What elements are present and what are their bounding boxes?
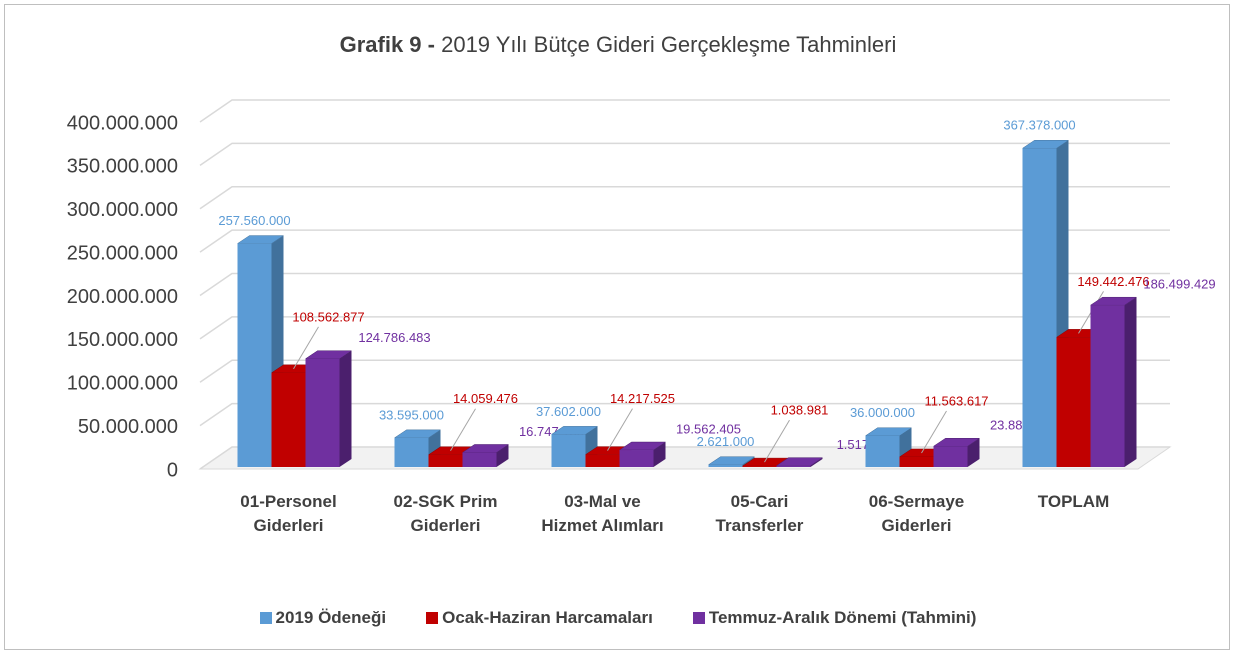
bar <box>394 437 429 467</box>
bar <box>776 465 811 467</box>
data-label: 149.442.476 <box>1077 274 1149 289</box>
x-tick-label: 01-Personel Giderleri <box>240 492 337 535</box>
bar-side <box>496 444 509 467</box>
x-tick-label: 02-SGK Prim Giderleri <box>393 492 498 535</box>
bar-side <box>339 350 352 467</box>
data-label: 14.059.476 <box>453 391 518 406</box>
leader-line <box>293 326 319 370</box>
y-tick-label: 100.000.000 <box>67 373 178 395</box>
data-label: 1.038.981 <box>771 403 829 418</box>
leader-line <box>607 408 633 451</box>
data-label: 2.621.000 <box>697 434 755 449</box>
x-tick-label: 03-Mal ve Hizmet Alımları <box>541 492 664 535</box>
data-label: 36.000.000 <box>850 405 915 420</box>
leader-line <box>921 410 947 454</box>
bar-side <box>967 438 980 467</box>
bar <box>742 466 777 467</box>
leader-line <box>450 408 476 452</box>
grid-line <box>199 142 1170 166</box>
bar <box>305 358 340 467</box>
grid-line <box>199 402 1170 427</box>
bar-side <box>1124 297 1137 467</box>
grid-line <box>199 99 1170 123</box>
legend-swatch <box>426 612 439 624</box>
data-label: 19.562.405 <box>676 421 741 436</box>
leader-line <box>764 419 790 463</box>
x-tick-label: TOPLAM <box>1037 492 1110 511</box>
y-tick-label: 0 <box>167 459 178 481</box>
legend-label: Temmuz-Aralık Dönemi (Tahmini) <box>708 608 977 627</box>
title-text: 2019 Yılı Bütçe Gideri Gerçekleşme Tahmi… <box>441 32 897 57</box>
y-tick-label: 150.000.000 <box>67 329 178 351</box>
bar <box>428 454 463 467</box>
data-label: 124.786.483 <box>358 330 430 345</box>
y-tick-label: 350.000.000 <box>67 156 178 178</box>
bar <box>708 464 743 467</box>
x-tick-label: 06-Sermaye Giderleri <box>868 492 965 535</box>
chart-frame <box>4 4 1230 650</box>
grid-line <box>199 316 1170 340</box>
bar <box>551 434 586 467</box>
legend-swatch <box>259 612 272 624</box>
bar <box>237 243 272 467</box>
data-label: 186.499.429 <box>1143 277 1215 292</box>
bar <box>462 452 497 467</box>
data-label: 33.595.000 <box>379 407 444 422</box>
data-label: 11.563.617 <box>924 393 988 408</box>
legend-label: 2019 Ödeneği <box>275 608 387 627</box>
bar <box>619 450 654 467</box>
legend-item: Ocak-Haziran Harcamaları <box>426 608 653 628</box>
legend-label: Ocak-Haziran Harcamaları <box>442 608 653 627</box>
data-label: 367.378.000 <box>1003 118 1075 133</box>
data-label: 37.602.000 <box>536 404 601 419</box>
y-tick-label: 200.000.000 <box>67 286 178 308</box>
bar <box>1090 305 1125 467</box>
legend-item: 2019 Ödeneği <box>259 608 387 628</box>
bar <box>933 446 968 467</box>
x-tick-label: 05-Cari Transferler <box>715 492 804 535</box>
grid-line <box>199 186 1170 210</box>
grid-line <box>199 229 1170 253</box>
chart-title: Grafik 9 - 2019 Yılı Bütçe Gideri Gerçek… <box>0 32 1236 58</box>
bar <box>1022 148 1057 467</box>
grid-line <box>199 446 1170 470</box>
data-label: 14.217.525 <box>610 391 675 406</box>
y-tick-label: 50.000.000 <box>78 416 178 438</box>
y-tick-label: 400.000.000 <box>67 112 178 134</box>
title-bold: Grafik 9 - <box>339 32 435 57</box>
data-label: 108.562.877 <box>292 309 364 324</box>
bar <box>865 435 900 467</box>
grid-line <box>199 359 1170 383</box>
data-label: 257.560.000 <box>218 213 290 228</box>
bar-side <box>810 457 823 467</box>
bar <box>899 456 934 467</box>
legend-swatch <box>692 612 705 624</box>
bar <box>1056 337 1091 467</box>
bar <box>271 372 306 467</box>
legend: 2019 Ödeneği Ocak-Haziran Harcamaları Temm… <box>0 608 1236 628</box>
y-tick-label: 250.000.000 <box>67 242 178 264</box>
grid-line <box>199 272 1170 297</box>
legend-item: Temmuz-Aralık Dönemi (Tahmini) <box>692 608 977 628</box>
bar <box>585 454 620 467</box>
y-tick-label: 300.000.000 <box>67 199 178 221</box>
